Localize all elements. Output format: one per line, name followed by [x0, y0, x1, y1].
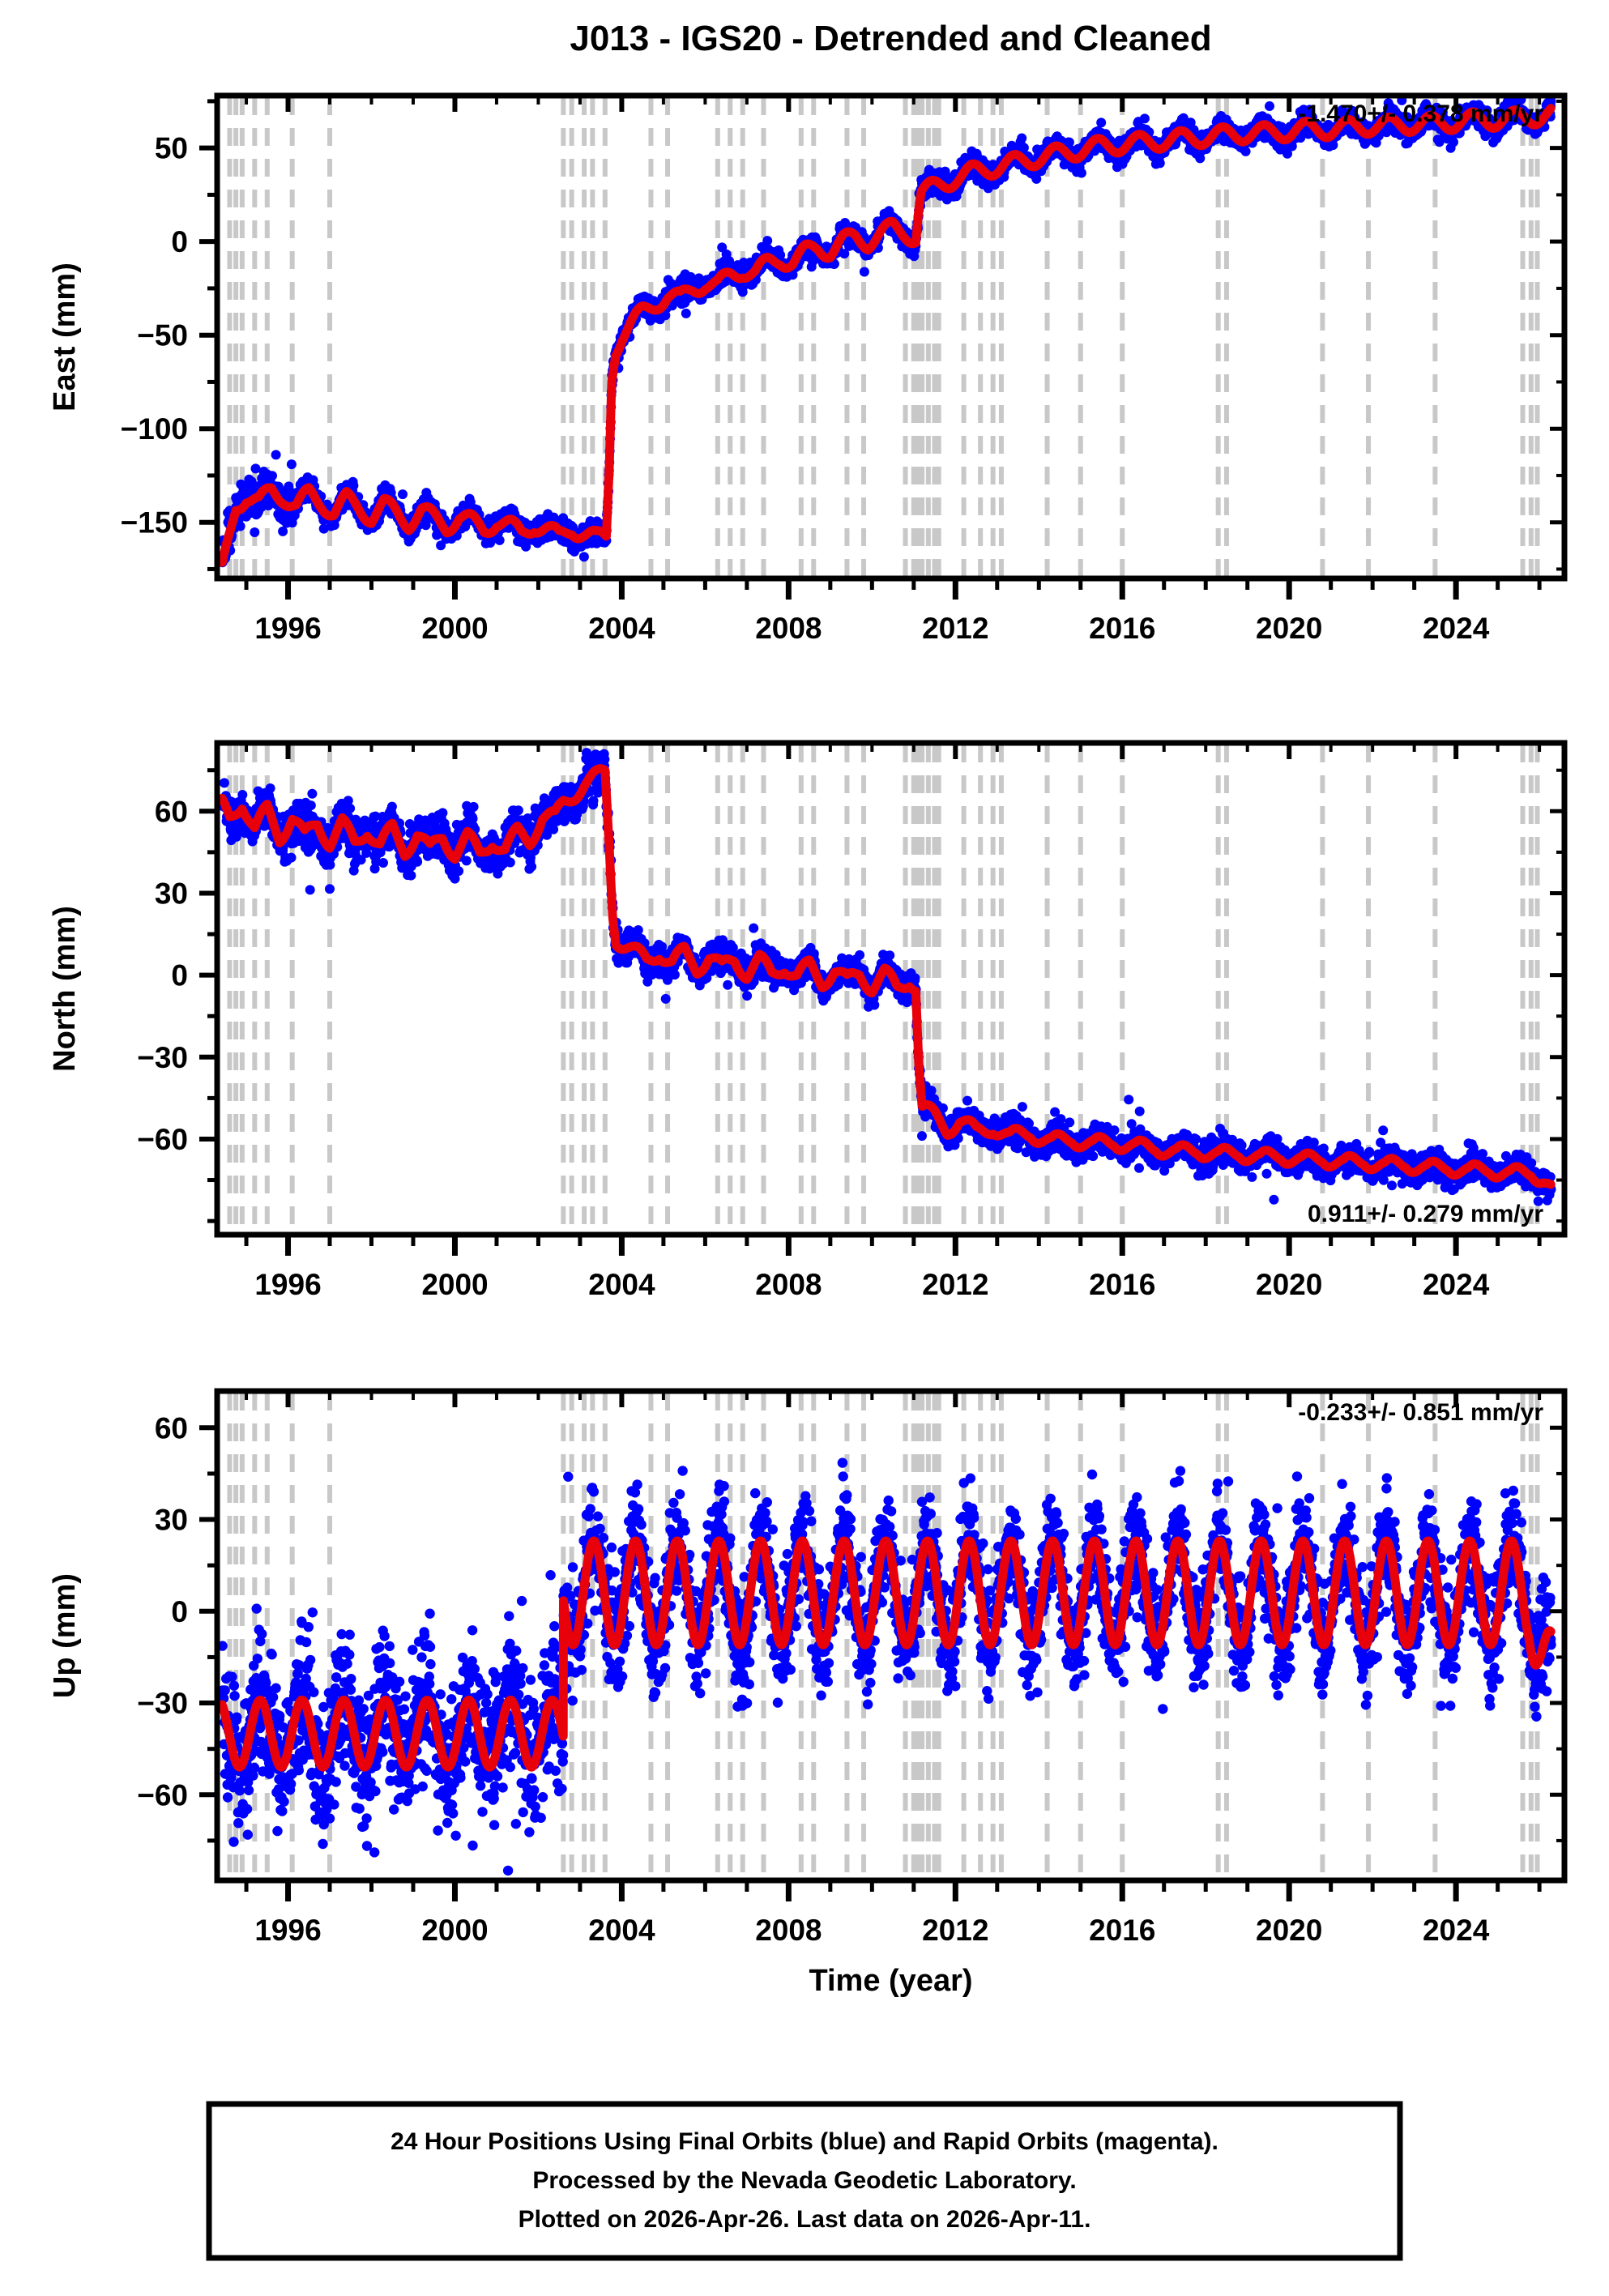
x-tick-label: 2008 — [755, 612, 822, 645]
observation-point — [386, 801, 397, 812]
observation-point — [325, 884, 335, 894]
observation-point — [1096, 117, 1107, 128]
rate-annotation-east: -1.470+/- 0.378 mm/yr — [1298, 100, 1543, 127]
x-tick-label: 2012 — [922, 612, 988, 645]
observation-point — [250, 463, 261, 474]
observation-point — [286, 459, 297, 470]
y-tick-label: 0 — [171, 225, 188, 258]
observation-point — [681, 308, 691, 318]
observation-point — [305, 885, 315, 895]
observation-point — [348, 480, 359, 491]
page-title: J013 - IGS20 - Detrended and Cleaned — [570, 19, 1211, 58]
observation-point — [329, 520, 339, 531]
observation-point — [250, 527, 260, 537]
observation-point — [859, 267, 869, 277]
x-tick-label: 2004 — [588, 612, 655, 645]
y-tick-label: 50 — [155, 132, 188, 165]
observation-point — [1076, 168, 1086, 178]
x-tick-label: 2020 — [1256, 612, 1322, 645]
y-tick-label: −150 — [121, 506, 188, 540]
observation-point — [271, 450, 281, 460]
x-tick-label: 2024 — [1423, 612, 1490, 645]
observation-point — [345, 803, 356, 813]
y-axis-label-east: East (mm) — [48, 262, 82, 412]
observation-point — [235, 521, 245, 531]
observation-point — [286, 852, 297, 863]
observation-point — [237, 790, 248, 800]
observation-point — [267, 471, 277, 481]
y-tick-label: −100 — [121, 412, 188, 446]
observation-point — [420, 520, 431, 531]
observation-point — [305, 800, 316, 811]
observation-point — [378, 858, 388, 868]
x-tick-label: 2000 — [421, 612, 488, 645]
panel-east: 50 0 −50 −100 −150 1996 2000 2004 2008 2012 2016 20… — [48, 92, 1568, 645]
observation-point — [307, 788, 318, 799]
plot-area-east — [217, 96, 1556, 577]
observation-point — [1240, 146, 1251, 156]
observation-point — [494, 535, 505, 545]
observation-point — [1017, 133, 1027, 143]
observation-point — [1139, 113, 1150, 124]
observation-point — [762, 236, 773, 246]
observation-point — [1018, 143, 1029, 153]
observation-point — [398, 489, 408, 500]
observation-point — [265, 783, 275, 793]
y-tick-label: −50 — [137, 319, 188, 352]
observation-point — [1154, 158, 1165, 169]
observation-point — [1449, 137, 1458, 147]
x-tick-label: 1996 — [254, 612, 321, 645]
observation-point — [578, 552, 589, 562]
x-tick-label: 2016 — [1089, 612, 1155, 645]
observation-point — [219, 778, 229, 788]
observation-point — [1265, 101, 1274, 111]
plot-background-east — [217, 96, 1564, 578]
observation-point — [278, 526, 288, 536]
